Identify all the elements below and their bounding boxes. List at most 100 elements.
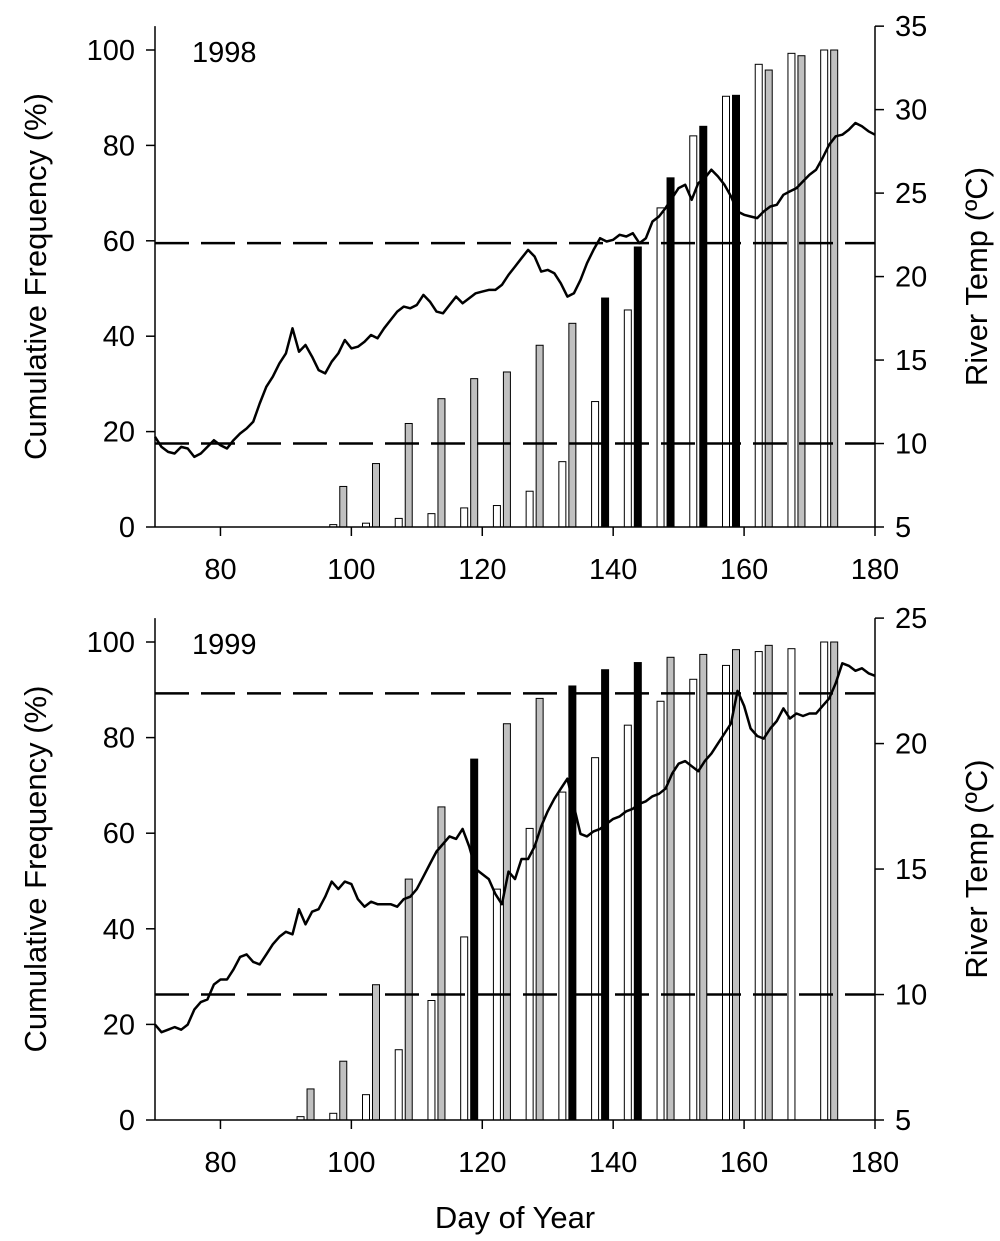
bar-gray-day-118 [470, 378, 479, 528]
bar-white-day-138 [591, 757, 600, 1121]
bar-gray-day-98 [339, 485, 348, 528]
x-tick-label: 140 [589, 554, 637, 586]
y-tick-label: 60 [103, 226, 135, 258]
y2-tick-label: 5 [895, 1105, 911, 1137]
y-tick-label: 60 [103, 818, 135, 850]
bar-white-day-98 [329, 1112, 338, 1121]
bar-gray-day-128 [535, 697, 544, 1121]
y-tick-label: 0 [119, 1105, 135, 1137]
bar-gray-day-103 [372, 463, 380, 528]
bar-gray-day-133 [568, 322, 577, 528]
bar-gray-day-103 [372, 984, 380, 1121]
y-tick-label: 80 [103, 723, 135, 755]
bar-white-day-103 [362, 1094, 370, 1121]
bar-black-day-143 [633, 662, 642, 1121]
bar-white-day-143 [623, 724, 632, 1121]
bar-gray-day-113 [437, 806, 446, 1121]
bar-black-day-148 [666, 177, 675, 528]
y2-tick-label: 15 [895, 854, 927, 886]
bar-white-day-173 [820, 641, 829, 1121]
bar-white-day-168 [787, 648, 796, 1121]
year-label: 1998 [192, 37, 257, 69]
bar-white-day-128 [525, 827, 534, 1121]
bar-gray-day-168 [797, 55, 806, 528]
y2-tick-label: 30 [895, 95, 927, 127]
bar-white-day-108 [394, 1049, 403, 1121]
bar-black-day-138 [601, 297, 610, 528]
bar-white-day-118 [460, 507, 469, 528]
x-tick-label: 160 [720, 554, 768, 586]
bar-gray-day-153 [699, 653, 708, 1121]
y-tick-label: 40 [103, 321, 135, 353]
x-tick-label: 180 [851, 1147, 899, 1179]
y2-tick-label: 35 [895, 11, 927, 43]
bar-gray-day-173 [830, 641, 839, 1121]
y2-tick-label: 10 [895, 980, 927, 1012]
y2-tick-label: 25 [895, 603, 927, 635]
y2-tick-label: 20 [895, 262, 927, 294]
panel-1999: 0 20 40 60 80 100 5 10 15 20 25 80 100 120 140 160 180 19… [18, 603, 994, 1179]
bar-gray-day-123 [502, 723, 511, 1121]
x-tick-label: 180 [851, 554, 899, 586]
x-tick-label: 120 [458, 554, 506, 586]
bar-black-day-158 [732, 94, 740, 528]
bar-white-day-163 [754, 63, 763, 528]
bar-white-day-148 [656, 700, 665, 1121]
bar-white-day-153 [689, 678, 698, 1121]
bar-white-day-168 [787, 52, 796, 528]
bar-black-day-143 [633, 246, 642, 528]
y2-axis-title: River Temp (ºC) [959, 759, 994, 978]
bar-white-day-148 [656, 207, 665, 528]
y-tick-label: 100 [87, 627, 135, 659]
x-tick-label: 100 [327, 1147, 375, 1179]
x-tick-label: 80 [204, 1147, 236, 1179]
y-axis-title: Cumulative Frequency (%) [18, 93, 53, 460]
bar-white-day-133 [558, 791, 567, 1121]
bar-black-day-133 [568, 685, 577, 1121]
y-axis-title: Cumulative Frequency (%) [18, 686, 53, 1053]
bar-black-day-153 [699, 125, 708, 528]
bar-gray-day-93 [306, 1088, 315, 1121]
y-tick-label: 20 [103, 1009, 135, 1041]
x-axis-title: Day of Year [435, 1200, 595, 1235]
bar-white-day-173 [820, 49, 829, 528]
y2-tick-label: 10 [895, 429, 927, 461]
bar-white-day-108 [394, 517, 403, 528]
y-tick-label: 80 [103, 130, 135, 162]
y-tick-label: 100 [87, 35, 135, 67]
y2-tick-label: 5 [895, 512, 911, 544]
bar-gray-day-148 [666, 656, 675, 1121]
bar-white-day-113 [427, 513, 436, 528]
y2-axis-title: River Temp (ºC) [959, 167, 994, 386]
panel-1998: 0 20 40 60 80 100 5 10 15 20 25 30 35 80 100 120 140 160 1… [18, 11, 994, 586]
bar-white-day-163 [754, 651, 763, 1121]
bar-white-day-133 [558, 461, 567, 528]
year-label: 1999 [192, 629, 257, 661]
x-tick-label: 120 [458, 1147, 506, 1179]
temperature-line [154, 662, 876, 1034]
bar-white-day-118 [460, 936, 469, 1121]
temperature-line [153, 121, 876, 459]
bar-gray-day-98 [339, 1060, 348, 1121]
bar-white-day-138 [591, 401, 600, 528]
bar-white-day-143 [623, 309, 632, 528]
x-tick-label: 100 [327, 554, 375, 586]
x-tick-label: 80 [204, 554, 236, 586]
bar-white-day-113 [427, 1000, 436, 1121]
bar-gray-day-173 [830, 49, 839, 528]
bar-white-day-128 [525, 490, 534, 528]
y-tick-label: 20 [103, 417, 135, 449]
bar-gray-day-128 [535, 344, 544, 528]
bar-white-day-158 [722, 95, 730, 528]
x-tick-label: 160 [720, 1147, 768, 1179]
bar-white-day-123 [492, 888, 501, 1121]
y2-tick-label: 25 [895, 178, 927, 210]
bar-gray-day-108 [404, 878, 413, 1121]
x-tick-label: 140 [589, 1147, 637, 1179]
bar-gray-day-108 [404, 422, 413, 528]
bar-gray-day-113 [437, 398, 446, 528]
y2-tick-label: 20 [895, 729, 927, 761]
bar-gray-day-163 [764, 644, 773, 1121]
bar-gray-day-163 [764, 69, 773, 528]
